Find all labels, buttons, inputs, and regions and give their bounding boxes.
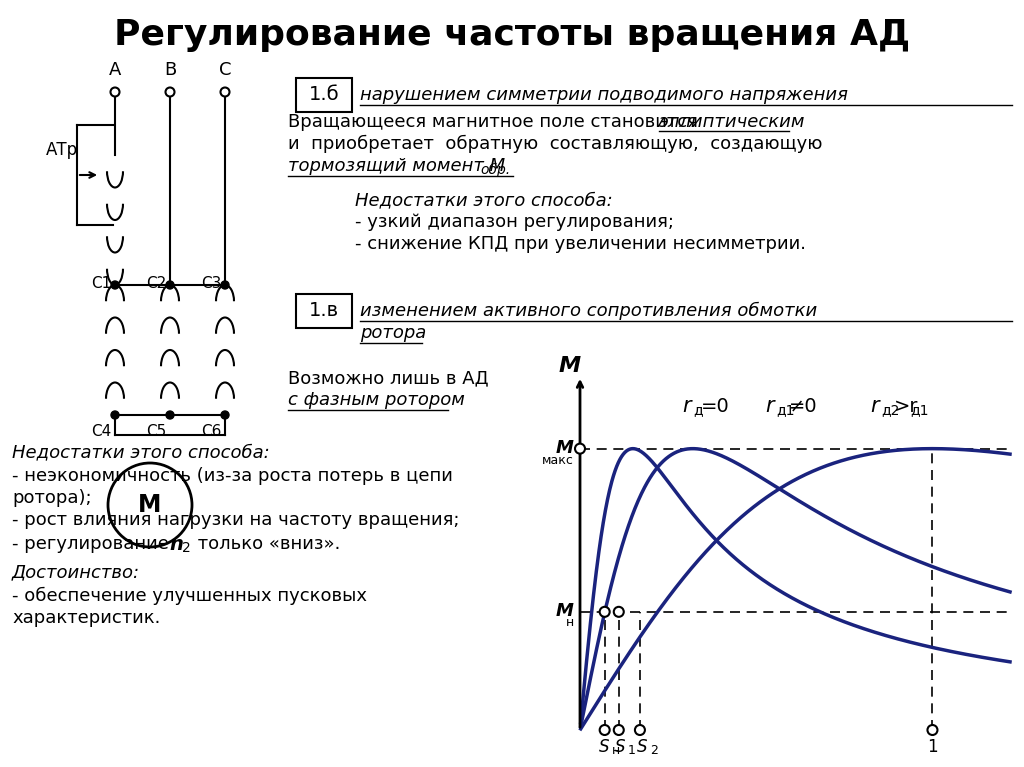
Circle shape — [111, 281, 119, 289]
Text: А: А — [109, 61, 121, 79]
Text: тормозящий момент М: тормозящий момент М — [288, 157, 505, 175]
Text: 2: 2 — [182, 541, 190, 555]
Text: с фазным ротором: с фазным ротором — [288, 391, 465, 409]
Text: - обеспечение улучшенных пусковых: - обеспечение улучшенных пусковых — [12, 587, 367, 605]
Text: Достоинство:: Достоинство: — [12, 563, 140, 581]
Text: 2: 2 — [650, 743, 657, 756]
Text: =0: =0 — [701, 397, 730, 416]
Text: эллиптическим: эллиптическим — [659, 113, 806, 131]
FancyBboxPatch shape — [296, 294, 352, 328]
Text: S: S — [614, 738, 625, 756]
Text: C1: C1 — [91, 276, 112, 291]
Text: 1: 1 — [628, 743, 636, 756]
Text: ≠0: ≠0 — [790, 397, 817, 416]
Text: - снижение КПД при увеличении несимметрии.: - снижение КПД при увеличении несимметри… — [355, 235, 806, 253]
Text: - рост влияния нагрузки на частоту вращения;: - рост влияния нагрузки на частоту враще… — [12, 511, 460, 529]
Text: М: М — [559, 356, 581, 376]
Text: АТр: АТр — [46, 141, 78, 159]
Text: д1: д1 — [910, 403, 929, 417]
Text: r: r — [870, 396, 879, 416]
Text: Вращающееся магнитное поле становится: Вращающееся магнитное поле становится — [288, 113, 703, 131]
Text: S: S — [598, 738, 609, 756]
Text: >r: >r — [894, 397, 919, 416]
Text: S: S — [637, 738, 647, 756]
Text: r: r — [682, 396, 690, 416]
Text: C2: C2 — [145, 276, 166, 291]
Text: М: М — [556, 602, 574, 620]
Text: C4: C4 — [91, 423, 112, 439]
Text: и  приобретает  обратную  составляющую,  создающую: и приобретает обратную составляющую, соз… — [288, 135, 822, 153]
Text: C5: C5 — [145, 423, 166, 439]
Circle shape — [575, 443, 585, 453]
Text: С: С — [219, 61, 231, 79]
Circle shape — [166, 87, 174, 97]
Circle shape — [600, 725, 609, 735]
Circle shape — [221, 411, 229, 419]
Text: 1.в: 1.в — [309, 301, 339, 321]
Text: ротора);: ротора); — [12, 489, 91, 507]
Text: r: r — [765, 396, 773, 416]
Text: В: В — [164, 61, 176, 79]
Circle shape — [111, 87, 120, 97]
Text: n: n — [169, 535, 183, 554]
Circle shape — [220, 87, 229, 97]
Text: изменением активного сопротивления обмотки: изменением активного сопротивления обмот… — [360, 302, 817, 320]
Text: М: М — [138, 493, 162, 517]
Circle shape — [613, 725, 624, 735]
Text: обр.: обр. — [480, 163, 510, 177]
Circle shape — [928, 725, 937, 735]
Circle shape — [166, 411, 174, 419]
Text: только «вниз».: только «вниз». — [193, 535, 340, 553]
Text: Возможно лишь в АД: Возможно лишь в АД — [288, 369, 488, 387]
Text: д1: д1 — [776, 403, 795, 417]
Circle shape — [613, 607, 624, 617]
Text: макс: макс — [542, 454, 574, 467]
Text: ротора: ротора — [360, 324, 426, 342]
Text: характеристик.: характеристик. — [12, 609, 161, 627]
Text: н: н — [565, 617, 574, 630]
Text: М: М — [556, 439, 574, 456]
Text: - регулирование: - регулирование — [12, 535, 175, 553]
Circle shape — [166, 281, 174, 289]
Text: 1.б: 1.б — [308, 85, 339, 104]
Text: Регулирование частоты вращения АД: Регулирование частоты вращения АД — [114, 18, 910, 52]
Text: C3: C3 — [201, 276, 221, 291]
Text: Недостатки этого способа:: Недостатки этого способа: — [12, 443, 269, 461]
Text: н: н — [611, 743, 620, 756]
Circle shape — [111, 411, 119, 419]
Circle shape — [600, 607, 609, 617]
Text: нарушением симметрии подводимого напряжения: нарушением симметрии подводимого напряже… — [360, 86, 848, 104]
Text: д: д — [693, 403, 702, 417]
Text: д2: д2 — [881, 403, 899, 417]
Text: Недостатки этого способа:: Недостатки этого способа: — [355, 191, 612, 209]
Text: - узкий диапазон регулирования;: - узкий диапазон регулирования; — [355, 213, 674, 231]
Text: - неэкономичность (из-за роста потерь в цепи: - неэкономичность (из-за роста потерь в … — [12, 467, 453, 485]
Text: C6: C6 — [201, 423, 221, 439]
FancyBboxPatch shape — [296, 78, 352, 112]
Circle shape — [635, 725, 645, 735]
Text: 1: 1 — [927, 738, 938, 756]
Circle shape — [221, 281, 229, 289]
